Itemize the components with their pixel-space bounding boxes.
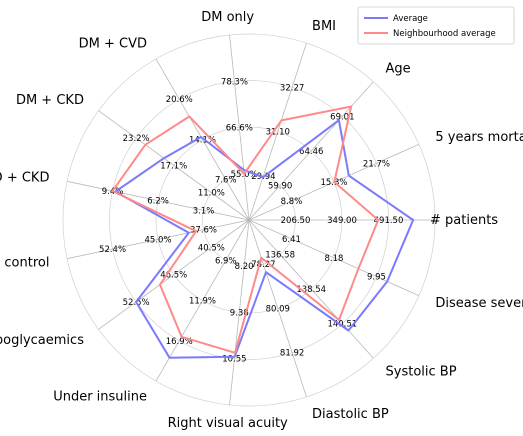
legend-label-average: Average [393, 14, 428, 24]
axis-label-4: DM only [201, 10, 254, 25]
tick-label-14-0: 6.41 [282, 235, 301, 245]
axis-label-3: BMI [312, 19, 336, 34]
axis-label-1: 5 years mortality [435, 130, 523, 145]
axis-label-7: DM + CVD + CKD [0, 171, 49, 186]
axis-label-9: Under oral hypoglycaemics [0, 333, 84, 348]
tick-label-10-1: 11.9% [189, 297, 216, 307]
tick-label-12-2: 81.92 [280, 349, 304, 359]
tick-label-12-0: 78.27 [251, 260, 275, 270]
spoke-3 [248, 42, 307, 221]
tick-label-10-2: 16.9% [166, 337, 193, 347]
spoke-4 [229, 34, 250, 221]
tick-label-4-1: 66.6% [226, 124, 253, 134]
tick-label-1-1: 15.3% [320, 178, 347, 188]
tick-label-7-0: 3.1% [193, 206, 215, 216]
spoke-13 [248, 219, 374, 359]
spoke-9 [98, 219, 250, 330]
tick-label-11-2: 10.55 [222, 355, 246, 365]
tick-label-14-1: 8.18 [324, 254, 343, 264]
tick-label-14-2: 9.95 [367, 273, 386, 283]
spoke-11 [229, 219, 250, 406]
spoke-10 [155, 219, 250, 382]
chart-legend: Average Neighbourhood average [357, 6, 515, 45]
tick-label-7-1: 6.2% [147, 197, 169, 207]
axis-label-13: Systolic BP [386, 365, 457, 380]
legend-label-neighbourhood: Neighbourhood average [393, 29, 496, 39]
tick-label-4-2: 78.3% [221, 77, 248, 87]
axis-label-0: # patients [430, 213, 498, 228]
tick-label-6-2: 23.2% [123, 134, 150, 144]
axis-label-6: DM + CKD [16, 93, 84, 108]
axis-label-12: Diastolic BP [312, 407, 389, 422]
radar-series [111, 105, 415, 359]
series-line-average [114, 119, 415, 359]
tick-label-5-2: 20.6% [166, 95, 193, 105]
tick-label-10-0: 6.9% [215, 256, 237, 266]
axis-label-5: DM + CVD [79, 36, 147, 51]
axis-label-2: Age [386, 61, 411, 76]
tick-label-11-0: 8.20 [235, 262, 254, 272]
tick-label-1-2: 21.7% [363, 159, 390, 169]
tick-label-6-1: 17.1% [160, 161, 187, 171]
spoke-6 [98, 110, 250, 221]
tick-label-1-0: 8.8% [281, 197, 303, 207]
tick-label-13-0: 136.58 [265, 251, 295, 261]
spoke-12 [248, 219, 307, 398]
tick-label-13-1: 138.54 [296, 285, 326, 295]
tick-label-8-2: 52.4% [99, 245, 126, 255]
spoke-5 [155, 58, 250, 221]
series-line-neighbourhood [111, 105, 380, 354]
tick-label-8-1: 45.0% [145, 235, 172, 245]
tick-label-8-0: 37.6% [190, 226, 217, 236]
tick-label-6-0: 11.0% [198, 189, 225, 199]
tick-label-3-1: 31.10 [266, 128, 290, 138]
tick-label-9-1: 46.5% [160, 271, 187, 281]
tick-label-2-0: 59.90 [268, 181, 292, 191]
tick-label-11-1: 9.38 [230, 308, 249, 318]
tick-label-0-2: 491.50 [374, 216, 404, 226]
tick-label-3-2: 32.27 [280, 83, 304, 93]
tick-label-2-2: 69.01 [330, 112, 354, 122]
tick-label-0-0: 206.50 [281, 216, 311, 226]
spoke-8 [66, 219, 250, 260]
spoke-2 [248, 81, 374, 221]
axis-label-10: Under insuline [53, 390, 147, 405]
tick-label-5-0: 7.6% [215, 176, 237, 186]
tick-label-13-2: 140.51 [327, 320, 357, 330]
spoke-14 [248, 219, 420, 297]
tick-label-12-1: 80.09 [266, 304, 290, 314]
radar-spokes [66, 34, 435, 406]
tick-label-0-1: 349.00 [327, 216, 357, 226]
tick-label-9-0: 40.5% [198, 243, 225, 253]
legend-frame [357, 6, 515, 45]
tick-label-2-1: 64.46 [299, 147, 323, 157]
axis-label-8: Dietary control [0, 255, 49, 270]
tick-label-5-1: 14.1% [189, 135, 216, 145]
radar-axis-labels: # patients 5 years mortality Age BMI DM only… [0, 10, 523, 431]
axis-label-11: Right visual acuity [168, 416, 288, 431]
spoke-7 [66, 180, 250, 221]
axis-label-14: Disease severity [435, 296, 523, 311]
